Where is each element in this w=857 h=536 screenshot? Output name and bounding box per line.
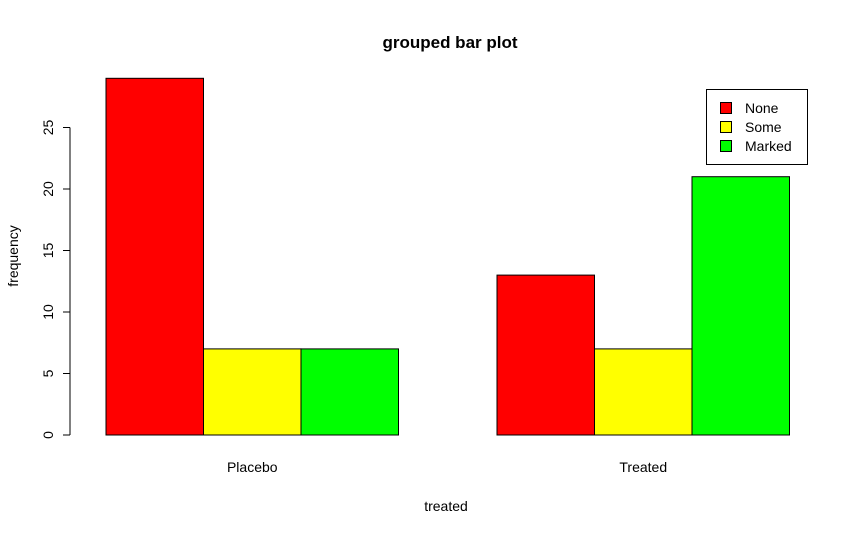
y-tick-label: 15 <box>40 243 56 259</box>
x-tick-label-treated: Treated <box>619 459 667 475</box>
y-tick-label: 25 <box>40 120 56 136</box>
legend-swatch-none <box>720 102 732 114</box>
y-axis: 0 5 10 15 20 25 <box>40 120 71 439</box>
y-tick-label: 10 <box>40 304 56 320</box>
chart-title: grouped bar plot <box>382 33 517 52</box>
legend-label-marked: Marked <box>745 138 792 154</box>
y-tick-label: 20 <box>40 181 56 197</box>
x-axis-title: treated <box>424 498 468 514</box>
y-tick-label: 0 <box>40 431 56 439</box>
x-axis-labels: Placebo Treated <box>227 459 667 475</box>
legend-label-none: None <box>745 100 779 116</box>
bar-placebo-some <box>203 348 302 436</box>
legend-swatch-some <box>720 121 732 133</box>
legend-label-some: Some <box>745 119 782 135</box>
bar-placebo-marked <box>300 348 399 436</box>
y-axis-title: frequency <box>5 225 21 286</box>
bar-treated-some <box>594 348 693 436</box>
legend-swatch-marked <box>720 140 732 152</box>
bar-treated-marked <box>691 176 790 436</box>
legend: None Some Marked <box>706 89 808 165</box>
x-tick-label-placebo: Placebo <box>227 459 278 475</box>
bar-treated-none <box>496 274 595 436</box>
y-tick-label: 5 <box>40 369 56 377</box>
bar-placebo-none <box>105 77 204 436</box>
bars <box>105 77 790 436</box>
